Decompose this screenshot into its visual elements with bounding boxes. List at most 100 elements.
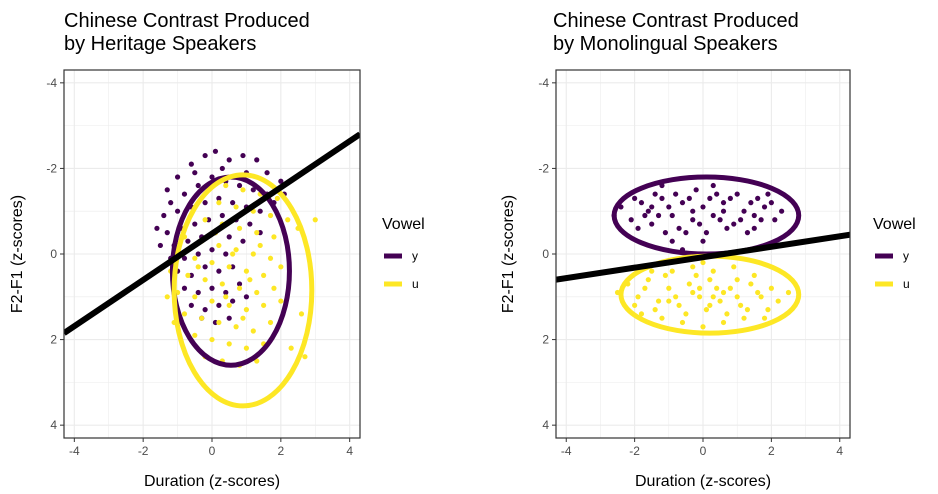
- data-point: [748, 281, 754, 287]
- chart-title-line: by Heritage Speakers: [64, 33, 256, 55]
- y-tick-label: 2: [50, 333, 57, 347]
- data-point: [662, 272, 668, 278]
- chart-title-line: by Monolingual Speakers: [553, 33, 778, 55]
- data-point: [700, 238, 706, 244]
- y-tick-label: -4: [538, 76, 549, 90]
- data-point: [741, 208, 747, 214]
- x-tick-label: 2: [768, 444, 775, 458]
- data-point: [758, 294, 764, 300]
- data-point: [676, 302, 682, 308]
- data-point: [635, 225, 641, 231]
- data-point: [164, 294, 170, 300]
- data-point: [226, 264, 232, 270]
- data-point: [703, 230, 710, 236]
- data-point: [652, 307, 658, 313]
- data-point: [202, 217, 208, 223]
- data-point: [240, 238, 246, 244]
- decision-line: [64, 131, 360, 336]
- data-point: [181, 311, 188, 317]
- data-point: [755, 289, 761, 296]
- data-point: [666, 204, 672, 210]
- data-point: [645, 208, 651, 214]
- data-point: [226, 341, 232, 347]
- data-point: [738, 302, 744, 308]
- x-tick-label: -2: [138, 444, 149, 458]
- y-tick-label: 0: [50, 247, 57, 261]
- data-point: [192, 170, 198, 176]
- data-point: [779, 208, 785, 214]
- data-point: [635, 294, 641, 300]
- legend-label-y: y: [903, 249, 909, 263]
- data-point: [233, 247, 239, 253]
- data-point: [185, 272, 191, 278]
- data-point: [202, 277, 208, 283]
- data-point: [202, 152, 208, 159]
- data-point: [628, 217, 634, 223]
- data-point: [655, 298, 662, 304]
- plot-area: [556, 174, 850, 336]
- data-point: [710, 294, 716, 300]
- data-point: [731, 264, 737, 270]
- data-point: [243, 268, 250, 274]
- x-tick-label: 4: [836, 444, 843, 458]
- data-point: [638, 200, 645, 206]
- data-point: [744, 307, 751, 313]
- data-point: [157, 242, 163, 249]
- data-point: [707, 277, 713, 283]
- y-axis-title: F2-F1 (z-scores): [500, 195, 517, 313]
- data-point: [192, 221, 198, 227]
- data-point: [638, 311, 645, 317]
- data-point: [230, 251, 236, 257]
- data-point: [188, 302, 194, 308]
- x-tick-label: 4: [346, 444, 353, 458]
- data-point: [254, 289, 260, 296]
- x-axis-title: Duration (z-scores): [635, 473, 771, 490]
- data-point: [717, 217, 723, 223]
- data-point: [233, 324, 239, 330]
- data-point: [690, 208, 696, 214]
- data-point: [223, 289, 229, 296]
- data-point: [669, 268, 675, 274]
- data-point: [216, 200, 222, 206]
- data-point: [174, 174, 181, 180]
- data-point: [226, 315, 232, 321]
- data-point: [209, 285, 215, 291]
- data-point: [192, 332, 198, 338]
- data-point: [219, 212, 225, 219]
- data-point: [666, 285, 672, 291]
- data-point: [212, 148, 219, 154]
- data-point: [775, 298, 781, 304]
- data-point: [686, 281, 692, 287]
- data-point: [748, 200, 754, 206]
- data-point: [174, 208, 181, 214]
- data-point: [707, 302, 713, 308]
- data-point: [254, 358, 260, 364]
- data-point: [288, 345, 294, 351]
- data-point: [209, 298, 215, 304]
- data-point: [642, 212, 648, 219]
- data-point: [755, 195, 761, 201]
- data-point: [267, 212, 274, 219]
- y-tick-label: 2: [542, 333, 549, 347]
- data-point: [761, 204, 768, 210]
- y-axis-title: F2-F1 (z-scores): [9, 195, 26, 313]
- series-y: [611, 182, 785, 253]
- data-point: [741, 315, 747, 321]
- data-point: [693, 187, 699, 193]
- chart-title: Chinese Contrast Produced by Monolingual …: [553, 10, 799, 55]
- data-point: [247, 221, 253, 227]
- decision-line: [556, 231, 850, 283]
- y-tick-label: 4: [542, 418, 549, 432]
- data-point: [199, 315, 205, 321]
- data-point: [707, 195, 713, 201]
- legend-label-u: u: [412, 277, 419, 291]
- data-point: [717, 298, 723, 304]
- data-point: [727, 195, 733, 201]
- data-point: [659, 195, 665, 201]
- data-point: [192, 294, 198, 300]
- data-point: [312, 217, 318, 223]
- data-point: [632, 302, 638, 308]
- chart-title: Chinese Contrast Produced by Heritage Spe…: [64, 10, 310, 55]
- data-point: [285, 217, 291, 223]
- data-point: [271, 234, 277, 240]
